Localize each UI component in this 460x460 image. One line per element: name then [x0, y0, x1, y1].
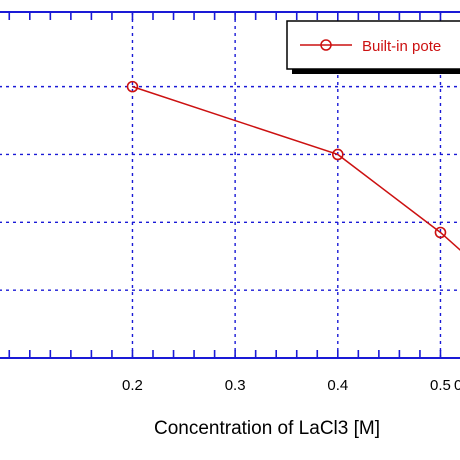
series-layer — [126, 80, 460, 251]
legend-marker — [320, 39, 332, 51]
data-point-0-2 — [434, 226, 447, 239]
x-tick-label-1: 0.3 — [225, 377, 246, 394]
x-tick-label-edge: 0 — [454, 377, 460, 394]
x-tick-label-3: 0.5 — [430, 377, 451, 394]
legend-entry-label: Built-in pote — [362, 38, 441, 55]
axes-layer — [0, 11, 460, 359]
series-line-0 — [132, 85, 460, 251]
x-tick-label-0: 0.2 — [122, 377, 143, 394]
x-axis-label: Concentration of LaCl3 [M] — [154, 418, 380, 439]
x-tick-label-2: 0.4 — [327, 377, 348, 394]
ticks-layer: 0.2 0.3 0.4 0.5 0 — [8, 12, 460, 394]
data-point-0-1 — [331, 148, 344, 161]
legend: Built-in pote — [286, 20, 460, 74]
data-point-0-0 — [126, 80, 139, 93]
